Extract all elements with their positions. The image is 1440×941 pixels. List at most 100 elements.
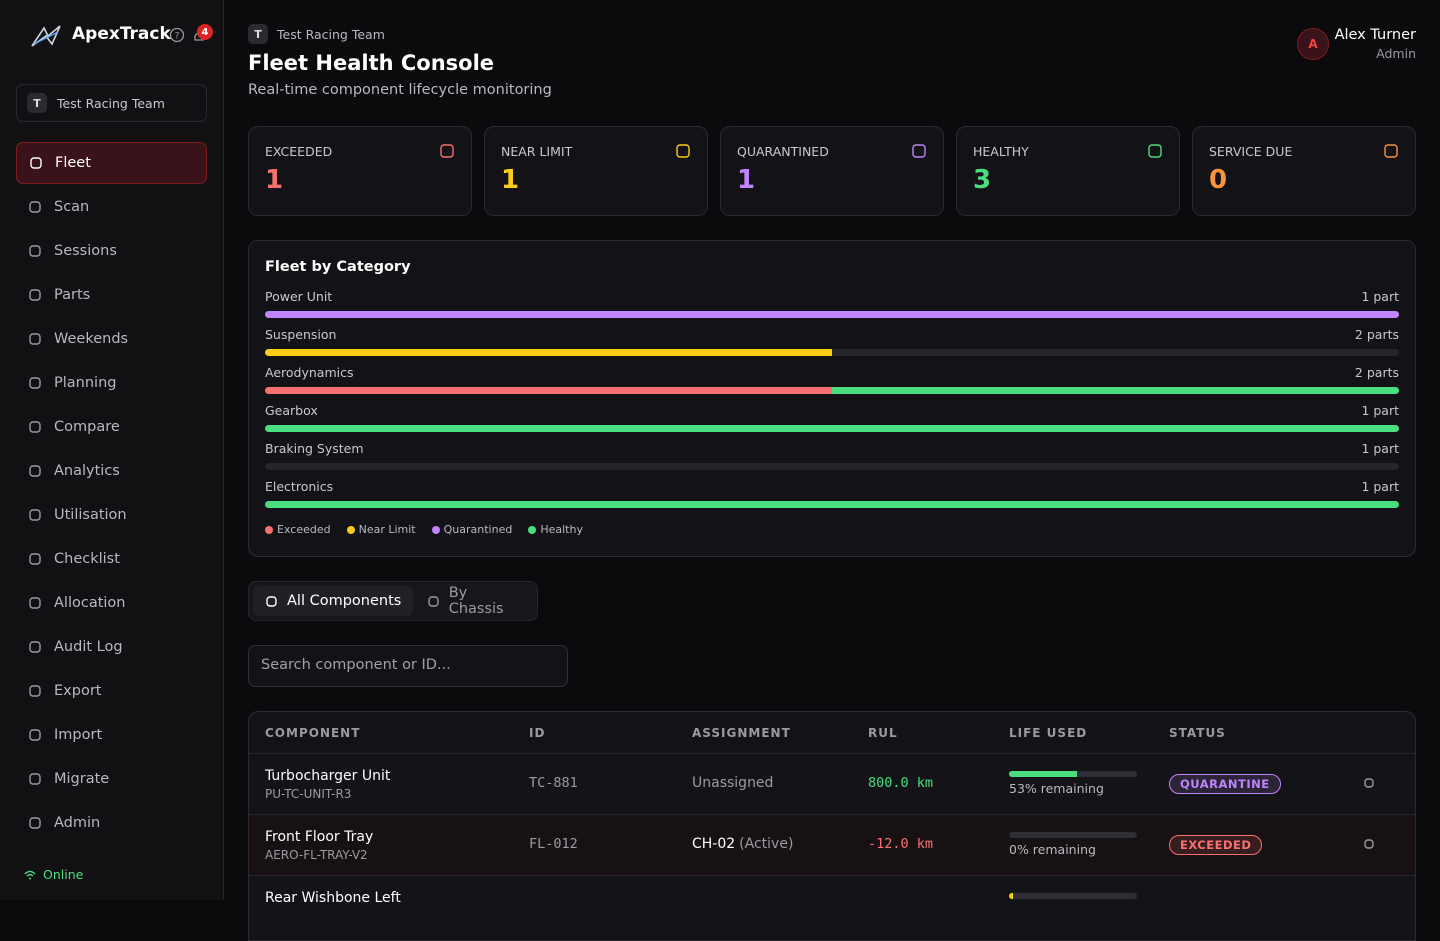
component-code: PU-TC-UNIT-R3 <box>265 787 352 801</box>
table-row[interactable]: Front Floor Tray AERO-FL-TRAY-V2 FL-012 CH-… <box>249 814 1415 875</box>
nav-label: Checklist <box>54 551 120 567</box>
icon <box>29 421 41 433</box>
user-role: Admin <box>1376 46 1416 61</box>
team-initial: T <box>27 93 47 113</box>
stat-value: 3 <box>973 165 992 195</box>
icon <box>676 144 690 158</box>
icon <box>29 465 41 477</box>
category-bar <box>265 387 1399 394</box>
components-table: COMPONENT ID ASSIGNMENT RUL LIFE USED STATUS T… <box>248 711 1416 941</box>
status-text: Online <box>43 867 84 882</box>
nav-item[interactable]: Admin <box>16 802 207 844</box>
nav-label: Import <box>54 727 103 743</box>
legend-item: Quarantined <box>431 523 512 536</box>
icon <box>1384 144 1398 158</box>
tab-label: By Chassis <box>448 585 504 617</box>
page: Fleet Health Console { "sidebar": { "bra… <box>16 0 1416 941</box>
stat-card: QUARANTINED 1 <box>720 126 944 216</box>
icon <box>29 201 41 213</box>
nav-label: Parts <box>54 287 91 303</box>
search-input[interactable]: Search component or ID... <box>248 645 568 687</box>
tab[interactable]: All Components <box>253 586 414 616</box>
life-label: 0% remaining <box>1009 842 1096 857</box>
nav-label: Utilisation <box>54 507 127 523</box>
status-pill: QUARANTINE <box>1169 774 1281 794</box>
category-bar <box>265 463 1399 470</box>
stat-card: SERVICE DUE 0 <box>1192 126 1416 216</box>
team-name: Test Racing Team <box>57 95 165 111</box>
stat-card: EXCEEDED 1 <box>248 126 472 216</box>
nav-label: Weekends <box>54 331 129 347</box>
icon[interactable] <box>1363 777 1375 789</box>
icon <box>912 144 926 158</box>
stat-label: NEAR LIMIT <box>501 144 573 159</box>
stat-card: HEALTHY 3 <box>956 126 1180 216</box>
icon <box>428 595 439 607</box>
nav-item[interactable]: Utilisation <box>16 494 207 536</box>
assignment-chassis: Unassigned <box>692 775 774 791</box>
nav-item[interactable]: Migrate <box>16 758 207 800</box>
legend-label: Near Limit <box>358 523 416 536</box>
legend-dot <box>431 525 440 534</box>
team-switcher[interactable]: T Test Racing Team <box>16 84 207 122</box>
icon <box>29 817 41 829</box>
status-pill: EXCEEDED <box>1169 835 1263 855</box>
category-name: Aerodynamics <box>265 365 354 380</box>
table-row[interactable]: Rear Wishbone Left <box>249 875 1415 936</box>
legend-item: Exceeded <box>265 523 331 536</box>
connection-status: Online <box>24 867 83 882</box>
avatar[interactable]: A <box>1297 28 1329 60</box>
breadcrumb: T Test Racing Team <box>248 24 385 44</box>
assignment: Unassigned <box>692 775 773 791</box>
icon[interactable] <box>1363 838 1375 850</box>
legend-label: Healthy <box>540 523 583 536</box>
icon <box>29 333 41 345</box>
bar-segment <box>265 349 832 356</box>
nav-item[interactable]: Import <box>16 714 207 756</box>
legend: Exceeded Near Limit Quarantined Healthy <box>265 523 583 536</box>
team-initial: T <box>248 24 268 44</box>
stat-value: 0 <box>1209 165 1228 195</box>
tabs: All Components By Chassis <box>248 581 538 621</box>
icon <box>29 729 41 741</box>
nav-item[interactable]: Scan <box>16 186 207 228</box>
icon <box>29 685 41 697</box>
rul: -12.0 km <box>868 836 934 852</box>
nav-item[interactable]: Parts <box>16 274 207 316</box>
stat-label: SERVICE DUE <box>1209 144 1293 159</box>
legend-dot <box>528 525 537 534</box>
category-parts: 1 part <box>1361 403 1399 418</box>
nav-item[interactable]: Export <box>16 670 207 712</box>
bar-segment <box>265 425 1399 432</box>
component-id: TC-881 <box>529 775 578 791</box>
wifi-icon <box>24 870 36 879</box>
assignment-note: (Active) <box>739 836 794 852</box>
icon <box>266 595 277 607</box>
bar-segment <box>265 387 832 394</box>
tab[interactable]: By Chassis <box>415 585 537 617</box>
table-row[interactable]: Turbocharger Unit PU-TC-UNIT-R3 TC-881 Unas… <box>249 753 1415 814</box>
category-parts: 1 part <box>1361 289 1399 304</box>
category-name: Power Unit <box>265 289 333 304</box>
stat-value: 1 <box>501 165 520 195</box>
nav-item[interactable]: Checklist <box>16 538 207 580</box>
column-header: LIFE USED <box>1009 726 1088 740</box>
stat-value: 1 <box>265 165 284 195</box>
nav-item[interactable]: Allocation <box>16 582 207 624</box>
help-icon[interactable]: ? <box>169 27 185 43</box>
nav-item[interactable]: Analytics <box>16 450 207 492</box>
assignment-chassis: CH-02 <box>692 836 736 852</box>
nav-label: Analytics <box>54 463 120 479</box>
nav-item[interactable]: Planning <box>16 362 207 404</box>
nav-item[interactable]: Compare <box>16 406 207 448</box>
nav-item[interactable]: Weekends <box>16 318 207 360</box>
icon <box>1148 144 1162 158</box>
nav-item[interactable]: Fleet <box>16 142 207 184</box>
component-code: AERO-FL-TRAY-V2 <box>265 848 368 862</box>
life-fill <box>1009 771 1077 777</box>
nav-label: Audit Log <box>54 639 123 655</box>
nav-label: Allocation <box>54 595 126 611</box>
nav-item[interactable]: Audit Log <box>16 626 207 668</box>
nav-item[interactable]: Sessions <box>16 230 207 272</box>
category-parts: 2 parts <box>1354 327 1399 342</box>
